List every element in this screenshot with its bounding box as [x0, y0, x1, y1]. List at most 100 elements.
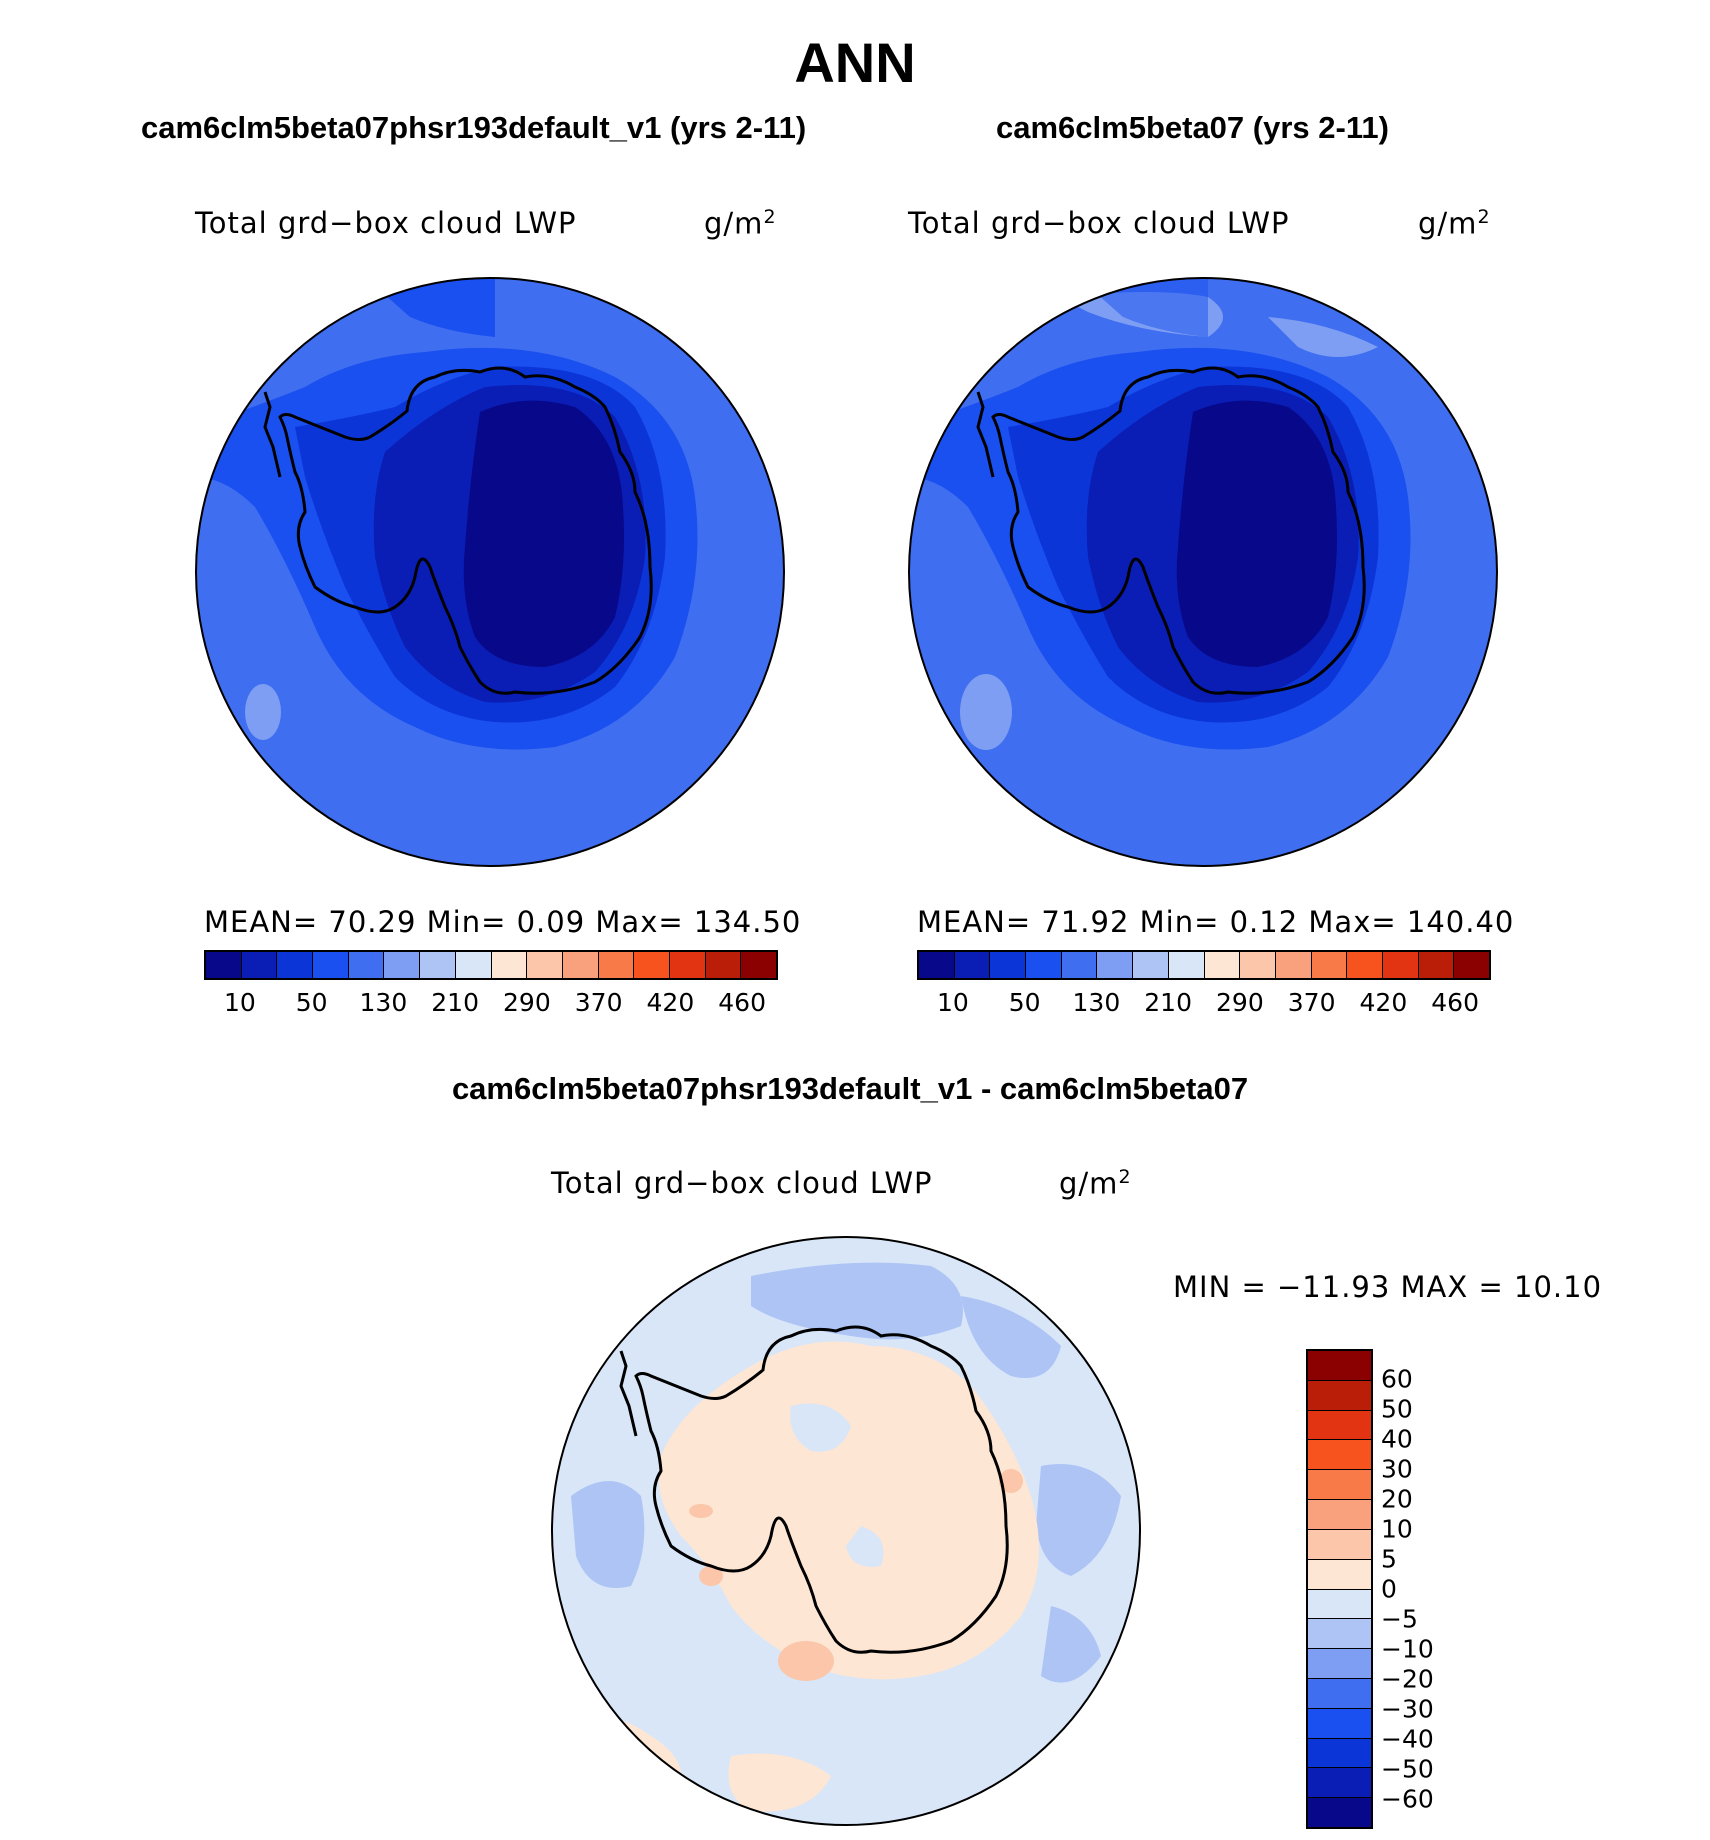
diff-colorbar-label: 20 — [1381, 1484, 1413, 1514]
panel-2-colorbar-swatch — [1026, 952, 1062, 978]
field-band — [463, 400, 624, 667]
panel-2-stats: MEAN= 71.92 Min= 0.12 Max= 140.40 — [917, 905, 1515, 939]
diff-colorbar-label: −60 — [1381, 1784, 1434, 1814]
diff-colorbar-label: −20 — [1381, 1664, 1434, 1694]
panel-2-map — [908, 277, 1498, 867]
field-band — [1036, 1464, 1121, 1576]
panel-2-colorbar — [917, 950, 1491, 980]
panel-1-map — [195, 277, 785, 867]
diff-colorbar-swatch — [1308, 1798, 1371, 1827]
field-band — [1176, 400, 1337, 667]
panel-2-colorbar-swatch — [1061, 952, 1098, 978]
diff-colorbar-swatch — [1308, 1768, 1371, 1799]
panel-1-colorbar-swatch — [669, 952, 706, 978]
field-band — [778, 1641, 834, 1681]
panel-2-colorbar-swatch — [1097, 952, 1134, 978]
diff-map — [551, 1236, 1141, 1826]
panel-1-colorbar-swatch — [705, 952, 742, 978]
diff-colorbar-label: 50 — [1381, 1394, 1413, 1424]
diff-colorbar-label: 60 — [1381, 1364, 1413, 1394]
panel-1-variable-label: Total grd−box cloud LWP — [195, 206, 577, 240]
diff-colorbar-swatch — [1308, 1619, 1371, 1650]
panel-1-colorbar-swatch — [562, 952, 599, 978]
panel-1-colorbar-swatch — [348, 952, 385, 978]
diff-colorbar-label: 0 — [1381, 1574, 1397, 1604]
field-band — [960, 674, 1012, 750]
panel-2-colorbar-swatch — [1382, 952, 1419, 978]
panel-1-colorbar-label: 130 — [359, 988, 408, 1017]
panel-1-colorbar-label: 460 — [718, 988, 766, 1017]
diff-title: cam6clm5beta07phsr193default_v1 - cam6cl… — [451, 1071, 1249, 1106]
panel-1-units: g/m2 — [704, 206, 777, 241]
panel-2-case-title: cam6clm5beta07 (yrs 2-11) — [996, 110, 1389, 145]
panel-2-colorbar-label: 370 — [1287, 988, 1336, 1017]
panel-1-colorbar-label: 420 — [646, 988, 695, 1017]
panel-1-colorbar-label: 10 — [223, 988, 256, 1017]
diff-colorbar-swatch — [1308, 1440, 1371, 1471]
panel-1-colorbar-swatch — [527, 952, 563, 978]
page-title: ANN — [794, 31, 916, 94]
field-band — [1268, 317, 1378, 357]
panel-2-colorbar-swatch — [1168, 952, 1205, 978]
diff-colorbar-swatch — [1308, 1589, 1371, 1620]
field-band — [571, 1481, 645, 1588]
diff-colorbar-swatch — [1308, 1529, 1371, 1560]
panel-2-colorbar-label: 460 — [1431, 988, 1479, 1017]
panel-1-colorbar-swatch — [277, 952, 314, 978]
antarctica-coastline — [634, 1325, 1009, 1654]
diff-variable-label: Total grd−box cloud LWP — [551, 1166, 933, 1200]
panel-2-colorbar-swatch — [1454, 952, 1489, 978]
panel-2-units: g/m2 — [1418, 206, 1491, 241]
panel-2-variable-label: Total grd−box cloud LWP — [908, 206, 1290, 240]
diff-colorbar — [1306, 1349, 1373, 1829]
diff-colorbar-swatch — [1308, 1410, 1371, 1441]
panel-2-colorbar-label: 50 — [1008, 988, 1041, 1017]
panel-2-colorbar-label: 130 — [1072, 988, 1121, 1017]
panel-2-colorbar-label: 210 — [1144, 988, 1192, 1017]
map-border — [908, 277, 1498, 867]
field-band — [999, 1469, 1023, 1493]
panel-1-colorbar-swatch — [634, 952, 670, 978]
diff-colorbar-swatch — [1308, 1649, 1371, 1679]
diff-colorbar-label: 30 — [1381, 1454, 1413, 1484]
panel-2-colorbar-swatch — [1204, 952, 1241, 978]
panel-2-colorbar-swatch — [990, 952, 1027, 978]
diff-colorbar-label: −10 — [1381, 1634, 1434, 1664]
diff-colorbar-label: −40 — [1381, 1724, 1434, 1754]
field-band — [658, 1341, 1039, 1680]
panel-1-colorbar-label: 50 — [295, 988, 328, 1017]
map-border — [195, 277, 785, 867]
panel-1-colorbar-swatch — [420, 952, 456, 978]
diff-min-max: MIN = −11.93 MAX = 10.10 — [1173, 1270, 1603, 1304]
diff-colorbar-label: −30 — [1381, 1694, 1434, 1724]
diff-colorbar-label: −5 — [1381, 1604, 1418, 1634]
map-border — [551, 1236, 1141, 1826]
panel-2-colorbar-swatch — [919, 952, 955, 978]
field-band — [699, 1566, 723, 1586]
antarctica-coastline — [991, 366, 1366, 695]
field-band — [751, 1262, 963, 1340]
diff-colorbar-label: 10 — [1381, 1514, 1413, 1544]
field-band — [245, 684, 281, 740]
panel-1-colorbar-swatch — [598, 952, 635, 978]
panel-2-colorbar-swatch — [954, 952, 991, 978]
diff-colorbar-label: −50 — [1381, 1754, 1434, 1784]
panel-2-colorbar-swatch — [1311, 952, 1348, 978]
diff-units: g/m2 — [1059, 1166, 1132, 1201]
panel-1-stats: MEAN= 70.29 Min= 0.09 Max= 134.50 — [204, 905, 802, 939]
diff-colorbar-swatch — [1308, 1559, 1371, 1590]
panel-2-colorbar-label: 420 — [1359, 988, 1408, 1017]
diff-colorbar-label: 5 — [1381, 1544, 1397, 1574]
panel-2-colorbar-swatch — [1240, 952, 1276, 978]
peninsula-coastline — [263, 391, 282, 478]
panel-1-colorbar-swatch — [741, 952, 776, 978]
antarctica-coastline — [278, 366, 653, 695]
field-band — [728, 1753, 831, 1812]
panel-1-colorbar-label: 370 — [574, 988, 623, 1017]
diff-colorbar-swatch — [1308, 1470, 1371, 1501]
panel-1-colorbar-swatch — [241, 952, 278, 978]
panel-1-colorbar — [204, 950, 778, 980]
diff-colorbar-label: 40 — [1381, 1424, 1413, 1454]
field-band — [689, 1504, 713, 1518]
panel-2-colorbar-swatch — [1133, 952, 1169, 978]
